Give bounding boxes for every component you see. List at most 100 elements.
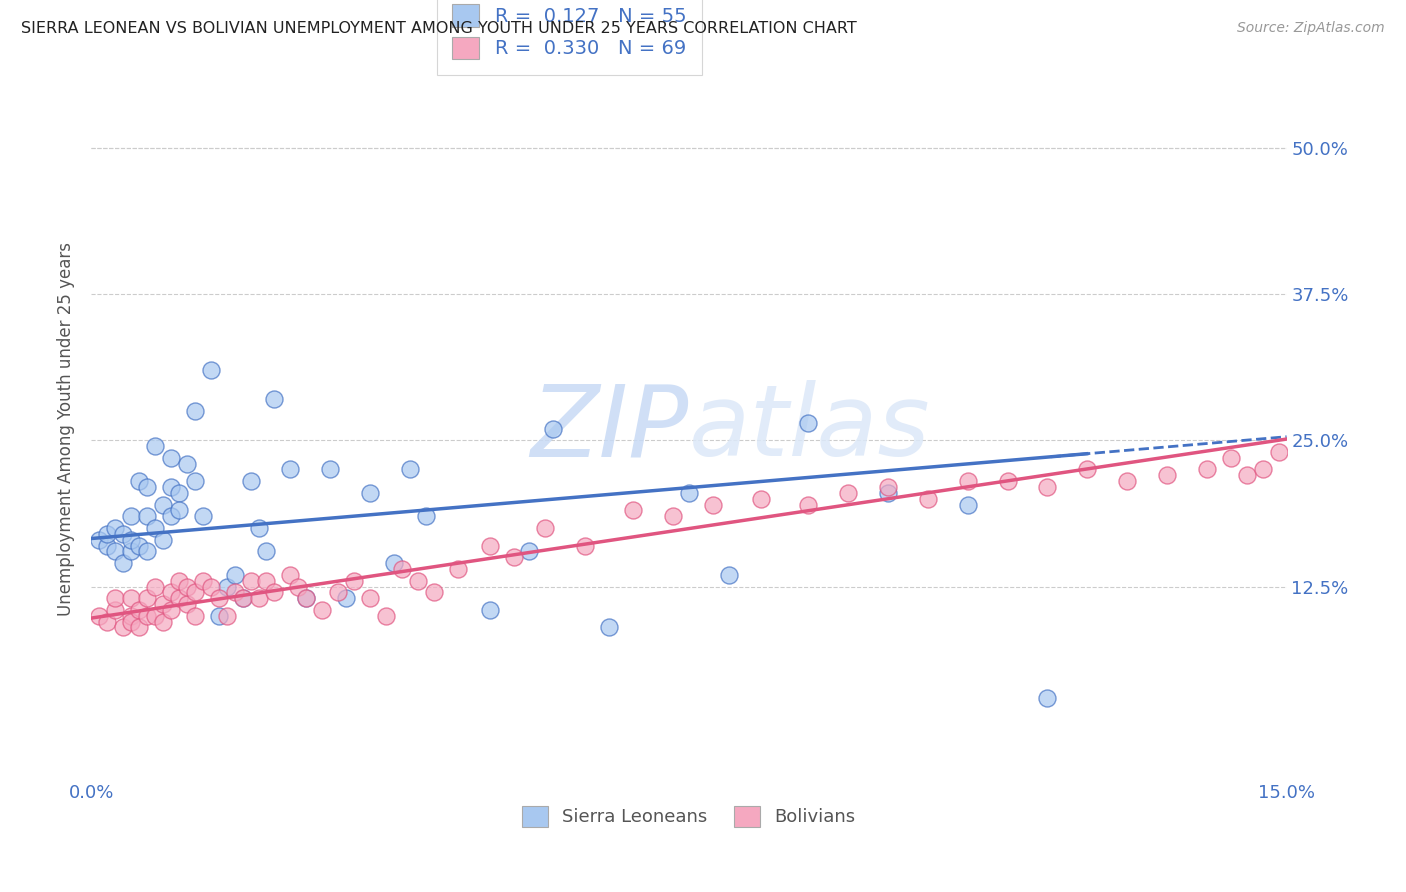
- Point: [112, 620, 135, 634]
- Point: [104, 544, 127, 558]
- Point: [406, 574, 429, 588]
- Point: [232, 591, 254, 606]
- Point: [143, 439, 166, 453]
- Text: ZIP: ZIP: [530, 380, 689, 477]
- Point: [423, 585, 446, 599]
- Point: [120, 608, 142, 623]
- Point: [717, 567, 740, 582]
- Point: [239, 474, 262, 488]
- Point: [96, 615, 118, 629]
- Point: [104, 521, 127, 535]
- Point: [621, 503, 644, 517]
- Point: [184, 474, 207, 488]
- Point: [877, 486, 900, 500]
- Point: [1116, 474, 1139, 488]
- Point: [399, 462, 422, 476]
- Point: [128, 620, 150, 634]
- Point: [797, 416, 820, 430]
- Point: [215, 580, 238, 594]
- Point: [96, 526, 118, 541]
- Point: [519, 544, 541, 558]
- Point: [167, 591, 190, 606]
- Point: [311, 603, 333, 617]
- Point: [1195, 462, 1218, 476]
- Point: [120, 615, 142, 629]
- Point: [136, 591, 159, 606]
- Point: [208, 591, 231, 606]
- Point: [280, 462, 302, 476]
- Point: [598, 620, 620, 634]
- Point: [191, 509, 214, 524]
- Y-axis label: Unemployment Among Youth under 25 years: Unemployment Among Youth under 25 years: [58, 242, 75, 615]
- Point: [87, 608, 110, 623]
- Point: [104, 591, 127, 606]
- Point: [478, 603, 501, 617]
- Point: [208, 608, 231, 623]
- Point: [120, 509, 142, 524]
- Point: [128, 539, 150, 553]
- Point: [176, 457, 198, 471]
- Point: [256, 574, 278, 588]
- Point: [280, 567, 302, 582]
- Point: [678, 486, 700, 500]
- Text: atlas: atlas: [689, 380, 931, 477]
- Point: [152, 498, 174, 512]
- Point: [295, 591, 318, 606]
- Point: [143, 580, 166, 594]
- Point: [184, 585, 207, 599]
- Point: [152, 533, 174, 547]
- Point: [382, 556, 405, 570]
- Point: [136, 544, 159, 558]
- Point: [997, 474, 1019, 488]
- Point: [160, 450, 183, 465]
- Point: [96, 539, 118, 553]
- Point: [120, 544, 142, 558]
- Point: [662, 509, 685, 524]
- Point: [160, 509, 183, 524]
- Point: [128, 474, 150, 488]
- Point: [176, 580, 198, 594]
- Point: [160, 603, 183, 617]
- Point: [247, 521, 270, 535]
- Point: [112, 526, 135, 541]
- Point: [917, 491, 939, 506]
- Point: [359, 591, 381, 606]
- Point: [295, 591, 318, 606]
- Point: [87, 533, 110, 547]
- Point: [152, 615, 174, 629]
- Point: [837, 486, 859, 500]
- Point: [200, 363, 222, 377]
- Point: [120, 533, 142, 547]
- Point: [239, 574, 262, 588]
- Point: [319, 462, 342, 476]
- Point: [956, 474, 979, 488]
- Point: [152, 597, 174, 611]
- Point: [167, 574, 190, 588]
- Point: [287, 580, 309, 594]
- Point: [160, 480, 183, 494]
- Point: [143, 521, 166, 535]
- Point: [1267, 445, 1289, 459]
- Point: [256, 544, 278, 558]
- Text: Source: ZipAtlas.com: Source: ZipAtlas.com: [1237, 21, 1385, 35]
- Point: [749, 491, 772, 506]
- Point: [543, 421, 565, 435]
- Point: [1076, 462, 1098, 476]
- Point: [200, 580, 222, 594]
- Point: [478, 539, 501, 553]
- Point: [191, 574, 214, 588]
- Point: [877, 480, 900, 494]
- Point: [176, 597, 198, 611]
- Point: [224, 585, 246, 599]
- Point: [184, 404, 207, 418]
- Point: [215, 608, 238, 623]
- Point: [1036, 480, 1059, 494]
- Point: [502, 550, 524, 565]
- Point: [359, 486, 381, 500]
- Point: [447, 562, 470, 576]
- Point: [956, 498, 979, 512]
- Point: [120, 591, 142, 606]
- Point: [328, 585, 350, 599]
- Point: [136, 608, 159, 623]
- Point: [1236, 468, 1258, 483]
